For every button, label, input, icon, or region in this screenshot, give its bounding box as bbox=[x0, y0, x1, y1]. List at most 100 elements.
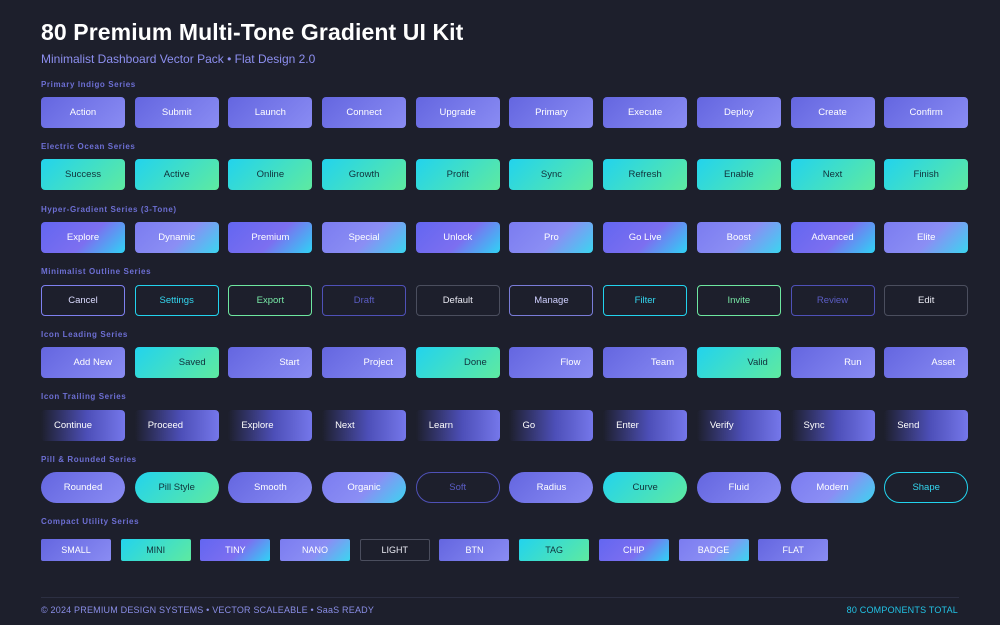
explore-trailing-button[interactable]: Explore bbox=[228, 410, 313, 441]
default-button[interactable]: Default bbox=[415, 285, 500, 316]
smooth-button[interactable]: Smooth bbox=[228, 472, 313, 503]
section-label-icon-trailing: Icon Trailing Series bbox=[41, 392, 127, 401]
export-button[interactable]: Export bbox=[228, 285, 313, 316]
light-button[interactable]: LIGHT bbox=[359, 539, 430, 561]
footer-component-count: 80 COMPONENTS TOTAL bbox=[846, 605, 958, 615]
footer-divider bbox=[41, 597, 959, 598]
done-button[interactable]: Done bbox=[415, 347, 500, 378]
verify-button[interactable]: Verify bbox=[696, 410, 781, 441]
tiny-button[interactable]: TINY bbox=[200, 539, 271, 561]
submit-button[interactable]: Submit bbox=[134, 97, 219, 128]
shape-button[interactable]: Shape bbox=[884, 472, 969, 503]
enable-button[interactable]: Enable bbox=[696, 159, 781, 190]
upgrade-button[interactable]: Upgrade bbox=[415, 97, 500, 128]
flat-button[interactable]: FLAT bbox=[758, 539, 829, 561]
chip-button[interactable]: CHIP bbox=[598, 539, 669, 561]
deploy-button[interactable]: Deploy bbox=[696, 97, 781, 128]
fluid-button[interactable]: Fluid bbox=[696, 472, 781, 503]
launch-button[interactable]: Launch bbox=[228, 97, 313, 128]
enter-button[interactable]: Enter bbox=[603, 410, 688, 441]
special-button[interactable]: Special bbox=[322, 222, 407, 253]
draft-button[interactable]: Draft bbox=[322, 285, 407, 316]
btn-button[interactable]: BTN bbox=[439, 539, 510, 561]
tag-button[interactable]: TAG bbox=[519, 539, 590, 561]
section-label-hyper-gradient: Hyper-Gradient Series (3-Tone) bbox=[41, 205, 177, 214]
explore-button[interactable]: Explore bbox=[41, 222, 125, 253]
continue-button[interactable]: Continue bbox=[41, 410, 125, 441]
add-new-button[interactable]: Add New bbox=[41, 347, 125, 378]
mini-button[interactable]: MINI bbox=[120, 539, 191, 561]
sync-trailing-button[interactable]: Sync bbox=[790, 410, 875, 441]
saved-button[interactable]: Saved bbox=[134, 347, 219, 378]
premium-button[interactable]: Premium bbox=[228, 222, 313, 253]
start-button[interactable]: Start bbox=[228, 347, 313, 378]
section-label-minimalist-outline: Minimalist Outline Series bbox=[41, 267, 152, 276]
row-pill-rounded: Rounded Pill Style Smooth Organic Soft R… bbox=[41, 472, 969, 503]
cancel-button[interactable]: Cancel bbox=[41, 285, 125, 316]
pill-style-button[interactable]: Pill Style bbox=[134, 472, 219, 503]
next-trailing-button[interactable]: Next bbox=[322, 410, 407, 441]
active-button[interactable]: Active bbox=[134, 159, 219, 190]
badge-button[interactable]: BADGE bbox=[678, 539, 749, 561]
learn-button[interactable]: Learn bbox=[415, 410, 500, 441]
page-subtitle: Minimalist Dashboard Vector Pack • Flat … bbox=[41, 52, 316, 66]
flow-button[interactable]: Flow bbox=[509, 347, 594, 378]
execute-button[interactable]: Execute bbox=[603, 97, 688, 128]
create-button[interactable]: Create bbox=[790, 97, 875, 128]
settings-button[interactable]: Settings bbox=[134, 285, 219, 316]
section-label-compact-utility: Compact Utility Series bbox=[41, 517, 140, 526]
edit-button[interactable]: Edit bbox=[884, 285, 969, 316]
run-button[interactable]: Run bbox=[790, 347, 875, 378]
section-label-electric-ocean: Electric Ocean Series bbox=[41, 142, 136, 151]
valid-button[interactable]: Valid bbox=[696, 347, 781, 378]
page-title: 80 Premium Multi-Tone Gradient UI Kit bbox=[41, 19, 464, 45]
row-compact-utility: SMALL MINI TINY NANO LIGHT BTN TAG CHIP … bbox=[41, 539, 829, 561]
modern-button[interactable]: Modern bbox=[790, 472, 875, 503]
review-button[interactable]: Review bbox=[790, 285, 875, 316]
refresh-button[interactable]: Refresh bbox=[603, 159, 688, 190]
go-button[interactable]: Go bbox=[509, 410, 594, 441]
confirm-button[interactable]: Confirm bbox=[884, 97, 969, 128]
small-button[interactable]: SMALL bbox=[41, 539, 111, 561]
unlock-button[interactable]: Unlock bbox=[415, 222, 500, 253]
radius-button[interactable]: Radius bbox=[509, 472, 594, 503]
go-live-button[interactable]: Go Live bbox=[603, 222, 688, 253]
dynamic-button[interactable]: Dynamic bbox=[134, 222, 219, 253]
next-button[interactable]: Next bbox=[790, 159, 875, 190]
footer-copyright: © 2024 PREMIUM DESIGN SYSTEMS • VECTOR S… bbox=[41, 605, 375, 615]
manage-button[interactable]: Manage bbox=[509, 285, 594, 316]
soft-button[interactable]: Soft bbox=[415, 472, 500, 503]
advanced-button[interactable]: Advanced bbox=[790, 222, 875, 253]
sync-button[interactable]: Sync bbox=[509, 159, 594, 190]
success-button[interactable]: Success bbox=[41, 159, 125, 190]
row-icon-trailing: Continue Proceed Explore Next Learn Go E… bbox=[41, 410, 969, 441]
invite-button[interactable]: Invite bbox=[696, 285, 781, 316]
elite-button[interactable]: Elite bbox=[884, 222, 969, 253]
row-hyper-gradient: Explore Dynamic Premium Special Unlock P… bbox=[41, 222, 969, 253]
send-button[interactable]: Send bbox=[884, 410, 969, 441]
curve-button[interactable]: Curve bbox=[603, 472, 688, 503]
nano-button[interactable]: NANO bbox=[280, 539, 351, 561]
section-label-pill-rounded: Pill & Rounded Series bbox=[41, 455, 137, 464]
proceed-button[interactable]: Proceed bbox=[134, 410, 219, 441]
connect-button[interactable]: Connect bbox=[322, 97, 407, 128]
section-label-primary-indigo: Primary Indigo Series bbox=[41, 80, 136, 89]
online-button[interactable]: Online bbox=[228, 159, 313, 190]
profit-button[interactable]: Profit bbox=[415, 159, 500, 190]
row-electric-ocean: Success Active Online Growth Profit Sync… bbox=[41, 159, 969, 190]
finish-button[interactable]: Finish bbox=[884, 159, 969, 190]
row-primary-indigo: Action Submit Launch Connect Upgrade Pri… bbox=[41, 97, 969, 128]
rounded-button[interactable]: Rounded bbox=[41, 472, 125, 503]
row-icon-leading: Add New Saved Start Project Done Flow Te… bbox=[41, 347, 969, 378]
primary-button[interactable]: Primary bbox=[509, 97, 594, 128]
team-button[interactable]: Team bbox=[603, 347, 688, 378]
row-minimalist-outline: Cancel Settings Export Draft Default Man… bbox=[41, 285, 969, 316]
asset-button[interactable]: Asset bbox=[884, 347, 969, 378]
action-button[interactable]: Action bbox=[41, 97, 125, 128]
filter-button[interactable]: Filter bbox=[603, 285, 688, 316]
pro-button[interactable]: Pro bbox=[509, 222, 594, 253]
organic-button[interactable]: Organic bbox=[322, 472, 407, 503]
boost-button[interactable]: Boost bbox=[696, 222, 781, 253]
project-button[interactable]: Project bbox=[322, 347, 407, 378]
growth-button[interactable]: Growth bbox=[322, 159, 407, 190]
